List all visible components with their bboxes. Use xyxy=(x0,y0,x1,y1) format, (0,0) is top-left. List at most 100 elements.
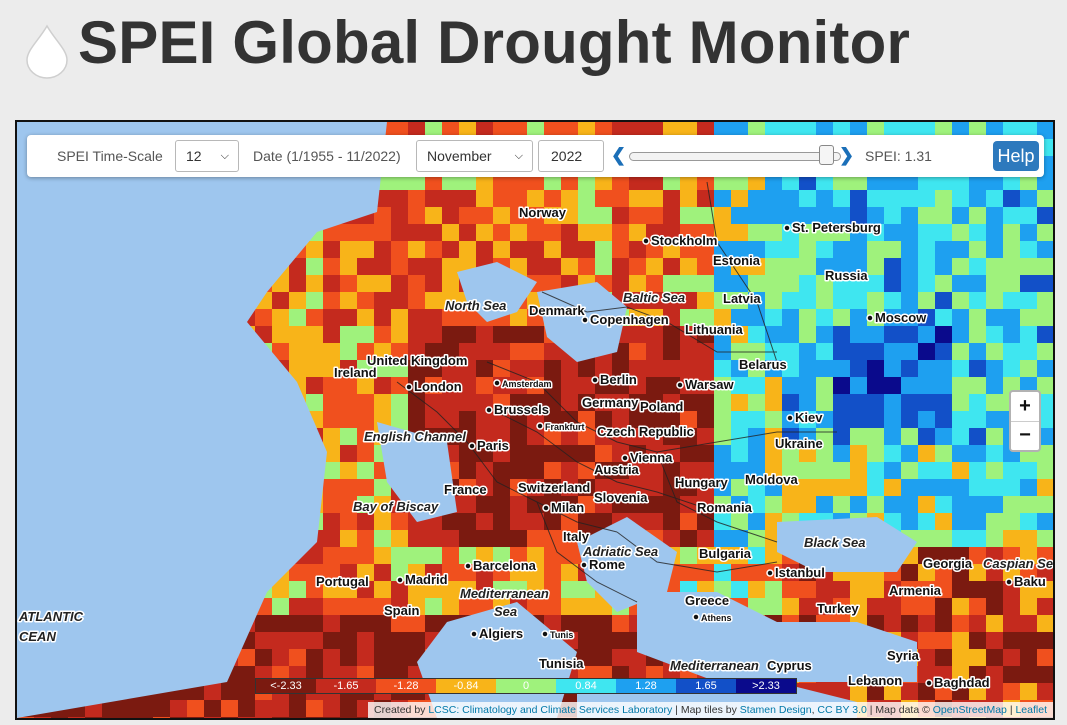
cc-link[interactable]: CC BY 3.0 xyxy=(817,704,867,716)
city-label: Copenhagen xyxy=(590,312,669,327)
city-label: Amsterdam xyxy=(502,379,552,389)
country-label: Lebanon xyxy=(848,673,902,688)
country-label: Poland xyxy=(640,399,683,414)
city-label: Baku xyxy=(1014,574,1046,589)
country-label: Turkey xyxy=(817,601,859,616)
sea-label: Mediterranean xyxy=(460,586,549,601)
spei-readout: SPEI: 1.31 xyxy=(865,148,932,164)
city-label: Rome xyxy=(589,557,625,572)
country-label: Greece xyxy=(685,593,729,608)
sea-label: Bay of Biscay xyxy=(353,499,439,514)
city-marker xyxy=(464,562,472,570)
zoom-control: + − xyxy=(1009,390,1041,452)
city-marker xyxy=(692,613,700,621)
country-label: Czech Republic xyxy=(597,424,694,439)
country-label: Portugal xyxy=(316,574,369,589)
city-label: London xyxy=(414,379,462,394)
city-label: Moscow xyxy=(875,310,927,325)
legend-swatch: 0.84 xyxy=(556,679,616,693)
city-marker xyxy=(536,422,544,430)
country-label: Ukraine xyxy=(775,436,823,451)
osm-link[interactable]: OpenStreetMap xyxy=(932,704,1007,716)
sea-label: Baltic Sea xyxy=(623,290,685,305)
year-input[interactable]: 2022 xyxy=(538,140,604,172)
date-slider-handle[interactable] xyxy=(819,145,834,165)
city-label: Paris xyxy=(477,438,509,453)
country-label: Denmark xyxy=(529,303,585,318)
leaflet-link[interactable]: Leaflet xyxy=(1015,704,1047,716)
city-marker xyxy=(786,414,794,422)
drought-map[interactable]: Norway Estonia Russia Latvia Denmark Lithuani… xyxy=(17,122,1053,718)
country-label: Norway xyxy=(519,205,567,220)
stamen-link[interactable]: Stamen Design xyxy=(739,704,812,716)
city-label: Madrid xyxy=(405,572,448,587)
control-bar: SPEI Time-Scale 12 ⌵ Date (1/1955 - 11/2… xyxy=(27,135,1044,177)
map-labels-layer: Norway Estonia Russia Latvia Denmark Lithuani… xyxy=(17,204,1053,692)
city-label: Stockholm xyxy=(651,233,717,248)
city-marker xyxy=(470,630,478,638)
city-marker xyxy=(621,454,629,462)
city-marker xyxy=(396,576,404,584)
zoom-out-button[interactable]: − xyxy=(1019,424,1031,446)
country-label: Romania xyxy=(697,500,753,515)
country-label: Armenia xyxy=(889,583,942,598)
country-label: Lithuania xyxy=(685,322,744,337)
city-marker xyxy=(485,406,493,414)
chevron-down-icon: ⌵ xyxy=(220,150,229,162)
city-marker xyxy=(580,561,588,569)
city-marker xyxy=(676,381,684,389)
city-label: Istanbul xyxy=(775,565,825,580)
sea-label: CEAN xyxy=(19,629,56,644)
country-label: Germany xyxy=(582,395,639,410)
country-label: Spain xyxy=(384,603,419,618)
city-marker xyxy=(493,379,501,387)
city-label: Frankfurt xyxy=(545,422,585,432)
city-label: Tunis xyxy=(550,630,573,640)
legend-swatch: -0.84 xyxy=(436,679,496,693)
app-header: SPEI Global Drought Monitor xyxy=(0,0,1067,110)
chevron-left-icon[interactable]: ❮ xyxy=(611,145,627,165)
city-label: Vienna xyxy=(630,450,673,465)
city-label: St. Petersburg xyxy=(792,220,881,235)
city-label: Barcelona xyxy=(473,558,537,573)
city-label: Baghdad xyxy=(934,675,990,690)
spei-legend: <-2.33 -1.65 -1.28 -0.84 0 0.84 1.28 1.65 >2.33 xyxy=(255,678,797,694)
legend-swatch: -1.65 xyxy=(316,679,376,693)
legend-swatch: 1.28 xyxy=(616,679,676,693)
month-select[interactable]: November ⌵ xyxy=(416,140,533,172)
chevron-right-icon[interactable]: ❯ xyxy=(839,145,855,165)
country-label: Belarus xyxy=(739,357,787,372)
map-container[interactable]: Norway Estonia Russia Latvia Denmark Lithuani… xyxy=(15,120,1055,720)
sea-label: Caspian Se xyxy=(983,556,1053,571)
date-slider-track[interactable] xyxy=(629,152,841,161)
sea-label: English Channel xyxy=(364,429,466,444)
city-marker xyxy=(591,376,599,384)
sea-label: ATLANTIC xyxy=(18,609,84,624)
city-label: Milan xyxy=(551,500,584,515)
country-label: Syria xyxy=(887,648,920,663)
city-marker xyxy=(581,316,589,324)
city-marker xyxy=(542,504,550,512)
city-marker xyxy=(642,237,650,245)
city-label: Berlin xyxy=(600,372,637,387)
legend-swatch: 0 xyxy=(496,679,556,693)
city-marker xyxy=(405,383,413,391)
zoom-in-button[interactable]: + xyxy=(1011,392,1039,422)
help-button[interactable]: Help xyxy=(993,141,1039,171)
month-value: November xyxy=(427,148,492,164)
country-borders xyxy=(396,181,837,603)
city-marker xyxy=(866,314,874,322)
timescale-label: SPEI Time-Scale xyxy=(57,148,163,164)
sea-label: Adriatic Sea xyxy=(582,544,658,559)
country-label: Switzerland xyxy=(518,480,590,495)
lcsc-link[interactable]: LCSC: Climatology and Climate Services L… xyxy=(428,704,673,716)
timescale-select[interactable]: 12 ⌵ xyxy=(175,140,239,172)
legend-swatch: >2.33 xyxy=(736,679,796,693)
country-label: Ireland xyxy=(334,365,377,380)
city-marker xyxy=(783,224,791,232)
country-label: Austria xyxy=(594,462,640,477)
country-label: Italy xyxy=(563,529,590,544)
date-label: Date (1/1955 - 11/2022) xyxy=(253,148,401,164)
city-label: Warsaw xyxy=(685,377,735,392)
country-label: Cyprus xyxy=(767,658,812,673)
